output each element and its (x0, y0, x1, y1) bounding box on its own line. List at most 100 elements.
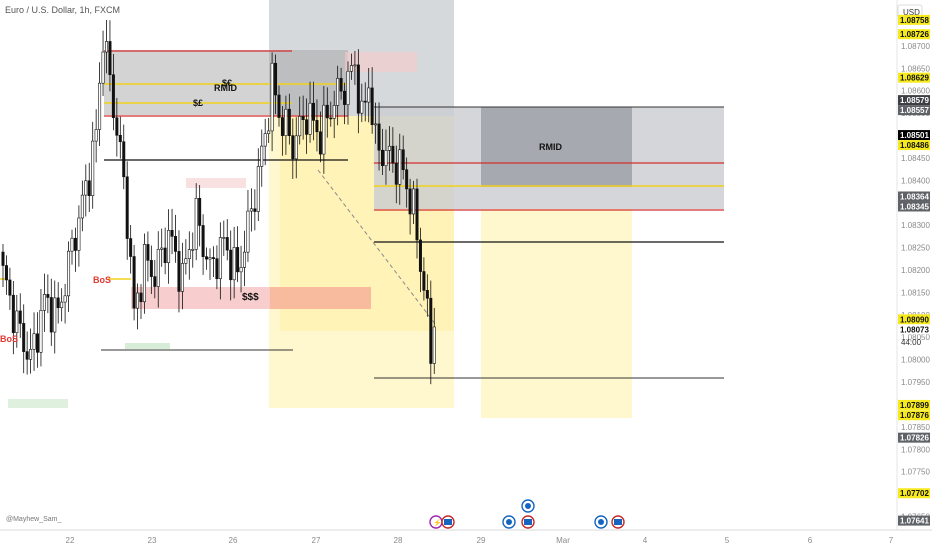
candle-body (425, 290, 429, 299)
candle-body (318, 131, 322, 155)
pink-strip-top (345, 52, 417, 72)
price-tag-label: 1.08501 (900, 131, 929, 140)
candles (1, 19, 436, 385)
candle-body (291, 135, 295, 160)
candle-body (201, 225, 205, 257)
x-tick-label: 5 (725, 536, 730, 545)
candle-body (46, 294, 50, 298)
candle-body (132, 256, 136, 309)
us-flag-icon (441, 515, 455, 529)
x-tick-label: 6 (808, 536, 813, 545)
price-tag-label: 1.08486 (900, 141, 929, 150)
candle-body (260, 145, 264, 167)
y-tick-label: 1.07750 (901, 468, 930, 477)
candle-body (211, 257, 215, 259)
currency-label: USD (903, 8, 920, 17)
candle-body (8, 279, 12, 296)
candle-body (412, 188, 416, 215)
candle-body (301, 116, 305, 121)
candle-body (42, 294, 46, 311)
candle-body (56, 297, 60, 309)
x-tick-label: 27 (312, 536, 321, 545)
candle-body (408, 188, 412, 215)
x-tick-label: 29 (477, 536, 486, 545)
green-strip-a (125, 343, 170, 349)
us-flag-icon (521, 515, 535, 529)
price-tag-label: 1.07876 (900, 411, 929, 420)
candle-body (298, 116, 302, 137)
candle-body (315, 120, 319, 133)
bos-mid-label: BoS (93, 275, 111, 285)
price-tag-label: 1.07641 (900, 517, 929, 526)
zones (8, 0, 724, 418)
y-tick-label: 1.07850 (901, 423, 930, 432)
price-tag-label: 1.07702 (900, 489, 929, 498)
candle-body (398, 149, 402, 185)
candle-body (391, 145, 395, 164)
price-tag-bg (898, 432, 930, 443)
candle-body (25, 351, 29, 360)
y-tick-label: 1.08650 (901, 64, 930, 73)
candle-body (87, 180, 91, 197)
candle-body (277, 94, 281, 118)
candle-body (77, 217, 81, 251)
x-tick-label: 7 (889, 536, 894, 545)
price-tag-bg (898, 95, 930, 106)
candle-body (73, 237, 77, 251)
candle-body (343, 90, 347, 105)
candle-body (101, 51, 105, 84)
diagonal-path (317, 169, 437, 326)
y-tick-label: 1.08250 (901, 244, 930, 253)
event-icons[interactable]: ⚡ (429, 499, 625, 529)
candle-body (118, 134, 122, 143)
candle-body (380, 149, 384, 167)
candle-body (105, 41, 109, 53)
candle-body (160, 247, 164, 250)
candle-body (256, 166, 260, 212)
candle-body (353, 64, 357, 67)
candle-body (429, 297, 433, 364)
candle-body (360, 100, 364, 114)
y-tick-label: 1.07800 (901, 445, 930, 454)
candle-body (111, 74, 115, 118)
price-tag-bg (898, 191, 930, 202)
candle-body (32, 333, 36, 350)
candle-body (246, 210, 250, 253)
watermark: @Mayhew_Sam_ (6, 516, 61, 523)
y-tick-label: 1.08000 (901, 356, 930, 365)
x-tick-label: 23 (148, 536, 157, 545)
candle-body (167, 230, 171, 264)
candle-body (125, 176, 129, 239)
price-tag-label: 1.08345 (900, 202, 929, 211)
candle-body (191, 248, 195, 251)
candle-body (153, 276, 157, 287)
candle-body (35, 333, 39, 353)
price-tag-bg (898, 105, 930, 116)
price-tag-bg (898, 515, 930, 526)
candle-body (311, 102, 315, 121)
candle-body (401, 149, 405, 171)
candle-body (270, 62, 274, 132)
price-tag-bg (898, 130, 930, 141)
candle-body (94, 129, 98, 142)
candle-body (253, 208, 257, 212)
price-tag-bg (898, 14, 930, 25)
x-axis-labels: 22 23 26 27 28 29 Mar 4 5 6 7 (66, 536, 894, 545)
candle-body (374, 123, 378, 126)
candle-body (174, 236, 178, 252)
candle-body (432, 326, 436, 364)
pink-strip-mid (186, 178, 246, 188)
candle-body (284, 108, 288, 136)
candle-body (377, 123, 381, 151)
y-tick-label: 1.08150 (901, 288, 930, 297)
x-tick-label: 26 (229, 536, 238, 545)
candle-body (232, 247, 236, 281)
candle-body (336, 78, 340, 106)
x-tick-label: Mar (556, 536, 570, 545)
countdown-label: 44:00 (901, 338, 922, 347)
candle-body (394, 162, 398, 185)
candle-body (22, 323, 26, 352)
candle-body (187, 249, 191, 260)
candle-body (329, 117, 333, 120)
candle-body (18, 310, 22, 324)
